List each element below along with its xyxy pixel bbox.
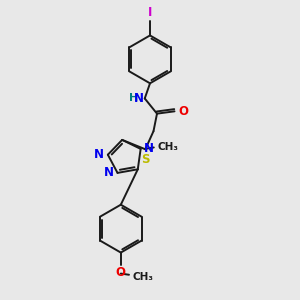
Text: S: S — [141, 153, 149, 166]
Text: I: I — [148, 5, 152, 19]
Text: N: N — [134, 92, 144, 105]
Text: N: N — [94, 148, 104, 161]
Text: CH₃: CH₃ — [157, 142, 178, 152]
Text: N: N — [144, 142, 154, 155]
Text: O: O — [116, 266, 126, 279]
Text: N: N — [104, 167, 114, 179]
Text: CH₃: CH₃ — [133, 272, 154, 282]
Text: H: H — [129, 94, 138, 103]
Text: O: O — [178, 105, 188, 118]
